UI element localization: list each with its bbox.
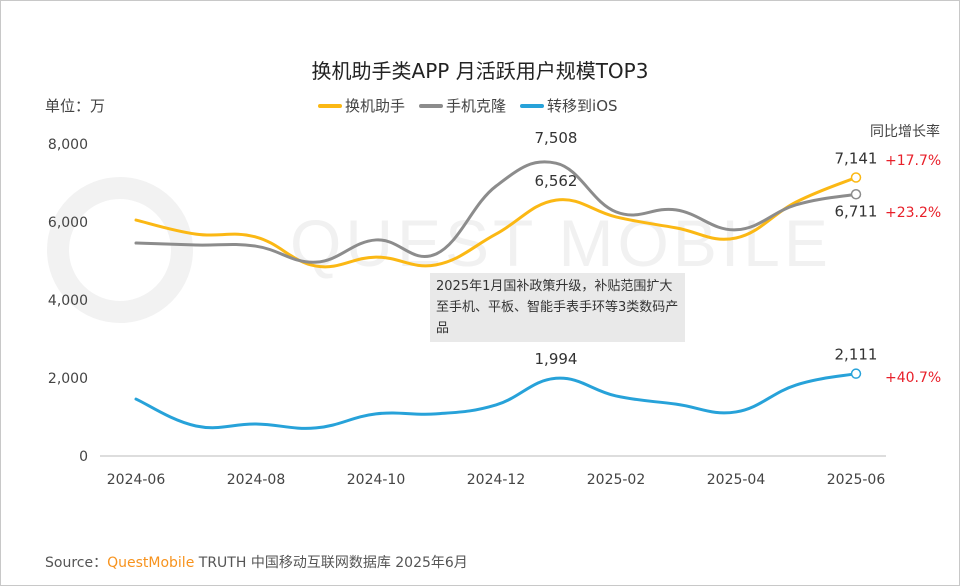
- data-label: 6,711: [835, 202, 878, 220]
- legend-label: 转移到iOS: [547, 97, 618, 115]
- data-label: 1,994: [535, 350, 578, 368]
- x-tick-label: 2025-02: [587, 472, 646, 488]
- source-prefix: Source：: [45, 555, 108, 571]
- source-note: Source：QuestMobile TRUTH 中国移动互联网数据库 2025…: [45, 552, 468, 572]
- legend: 换机助手 手机克隆 转移到iOS: [318, 95, 618, 116]
- y-tick-label: 6,000: [48, 215, 88, 231]
- watermark-logo-icon: [47, 177, 193, 323]
- series-line-2: [134, 372, 858, 430]
- data-label: 7,508: [535, 129, 578, 147]
- y-tick-label: 0: [79, 449, 88, 465]
- yoy-value: +17.7%: [885, 153, 941, 169]
- y-tick-label: 4,000: [48, 293, 88, 309]
- legend-label: 手机克隆: [446, 97, 507, 115]
- yoy-value: +40.7%: [885, 370, 941, 386]
- source-rest: TRUTH 中国移动互联网数据库 2025年6月: [194, 555, 468, 571]
- x-tick-label: 2024-12: [467, 472, 526, 488]
- data-label: 7,141: [835, 150, 878, 168]
- unit-label: 单位：万: [45, 97, 106, 115]
- x-tick-label: 2024-06: [107, 472, 166, 488]
- data-label: 6,562: [535, 172, 578, 190]
- legend-swatch: [419, 103, 444, 108]
- legend-swatch: [520, 103, 545, 108]
- legend-item-huanji: 换机助手: [318, 95, 405, 116]
- chart-title: 换机助手类APP 月活跃用户规模TOP3: [311, 59, 649, 83]
- series-end-marker: [850, 172, 862, 183]
- yoy-value: +23.2%: [885, 205, 941, 221]
- series-end-marker: [850, 368, 862, 379]
- series-end-marker: [850, 189, 862, 200]
- y-tick-label: 8,000: [48, 137, 88, 153]
- x-tick-label: 2025-06: [827, 472, 886, 488]
- policy-annotation: 2025年1月国补政策升级，补贴范围扩大至手机、平板、智能手表手环等3类数码产品: [430, 273, 685, 342]
- y-tick-label: 2,000: [48, 371, 88, 387]
- data-label: 2,111: [835, 346, 878, 364]
- watermark-text: QUEST MOBILE: [290, 206, 832, 280]
- legend-item-ios: 转移到iOS: [520, 95, 618, 116]
- legend-item-kelong: 手机克隆: [419, 95, 506, 116]
- yoy-header: 同比增长率: [870, 124, 940, 140]
- series-line-0: [134, 176, 858, 269]
- source-brand: QuestMobile: [107, 555, 195, 571]
- x-tick-label: 2024-10: [347, 472, 406, 488]
- x-tick-label: 2024-08: [227, 472, 286, 488]
- series-line-1: [134, 160, 858, 264]
- legend-label: 换机助手: [345, 97, 406, 115]
- x-tick-label: 2025-04: [707, 472, 766, 488]
- legend-swatch: [318, 103, 342, 108]
